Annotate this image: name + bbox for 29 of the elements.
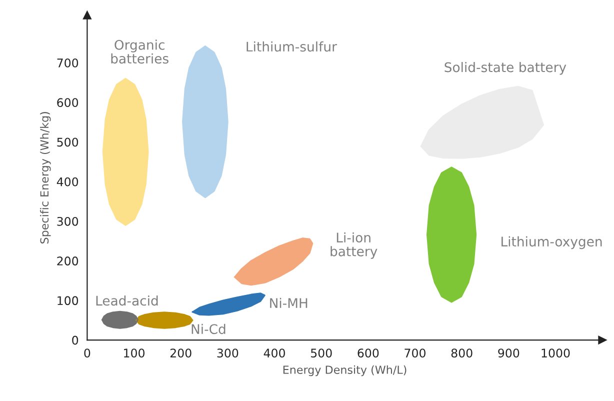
x-tick-label: 1000	[542, 348, 570, 358]
x-tick-label: 300	[217, 348, 238, 358]
x-tick-label: 100	[124, 348, 144, 358]
series-label: Organic batteries	[111, 40, 168, 64]
x-axis-title: Energy Density (Wh/L)	[283, 365, 406, 376]
x-tick-label: 500	[310, 348, 332, 358]
x-tick-label: 600	[358, 348, 379, 358]
series-label: Lithium-oxygen	[502, 236, 602, 250]
x-tick-label: 700	[404, 348, 426, 358]
y-tick-label: 400	[56, 177, 78, 186]
x-tick-label: 900	[498, 348, 520, 358]
series-label: Lead-acid	[96, 295, 158, 306]
y-tick-label: 100	[58, 296, 78, 306]
series-label: Ni-Cd	[192, 324, 226, 334]
x-tick-label: 200	[170, 348, 192, 358]
y-tick-label: 0	[72, 336, 78, 345]
y-tick-label: 700	[57, 58, 78, 68]
y-tick-label: 600	[57, 98, 78, 108]
y-tick-label: 300	[57, 216, 78, 226]
y-tick-label: 200	[57, 256, 78, 266]
x-tick-label: 800	[451, 348, 472, 358]
series-label: Li-ion battery	[330, 232, 378, 259]
y-tick-label: 500	[57, 138, 78, 147]
text: Lithium-sulfur	[246, 41, 337, 52]
series-label: Ni-MH	[270, 298, 308, 308]
x-tick-label: 0	[84, 348, 90, 358]
x-tick-label: 400	[264, 348, 285, 358]
y-axis-title: Specific Energy (Wh/kg)	[40, 112, 51, 244]
series-label: Solid-state battery	[444, 62, 566, 75]
